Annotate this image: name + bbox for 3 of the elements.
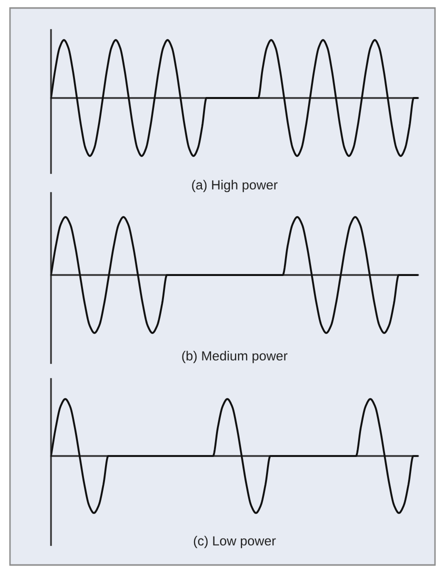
text: (c) Low power [194,536,276,548]
text: (a) High power [192,180,278,192]
text: (b) Medium power [182,350,288,364]
